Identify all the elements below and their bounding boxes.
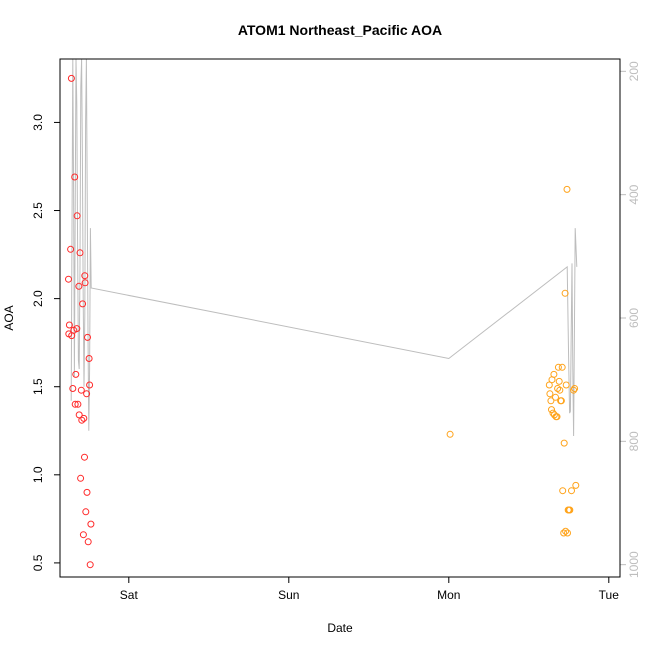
data-point-series1 xyxy=(80,414,88,422)
y-tick-label: 0.5 xyxy=(31,554,45,571)
data-point-series1 xyxy=(87,520,95,528)
data-point-series1 xyxy=(71,173,79,181)
data-point-series2 xyxy=(562,381,570,389)
right-tick-label: 400 xyxy=(627,184,641,204)
plot-frame xyxy=(59,58,621,578)
data-point-series2 xyxy=(552,393,559,401)
x-tick-label: Sun xyxy=(278,588,299,602)
data-point-series2 xyxy=(446,430,454,438)
x-tick-label: Sat xyxy=(120,588,139,602)
data-point-series1 xyxy=(67,74,75,82)
data-point-series1 xyxy=(73,212,81,220)
x-tick-label: Mon xyxy=(437,588,460,602)
data-point-series1 xyxy=(65,321,73,329)
data-point-series1 xyxy=(71,400,79,408)
data-point-series2 xyxy=(556,386,564,394)
data-point-series2 xyxy=(557,397,565,405)
data-point-series1 xyxy=(72,370,80,378)
data-point-series1 xyxy=(77,474,85,482)
data-point-series1 xyxy=(81,453,88,461)
data-point-series2 xyxy=(571,385,579,392)
data-point-series1 xyxy=(82,508,90,516)
data-point-series2 xyxy=(568,487,575,495)
data-point-series1 xyxy=(75,282,83,290)
right-tick-label: 200 xyxy=(627,61,641,81)
right-tick-label: 1000 xyxy=(627,551,641,578)
data-point-series1 xyxy=(86,561,94,569)
data-point-series2 xyxy=(559,487,567,495)
data-point-series2 xyxy=(562,527,570,535)
data-point-series1 xyxy=(65,275,72,283)
data-point-series1 xyxy=(69,385,77,392)
right-tick-label: 600 xyxy=(627,308,641,328)
depth-line-layer xyxy=(70,58,578,437)
data-point-series2 xyxy=(564,529,571,537)
data-point-series2 xyxy=(561,289,569,297)
x-axis-label: Date xyxy=(327,621,353,635)
data-point-series2 xyxy=(547,397,555,405)
data-point-series2 xyxy=(554,385,562,392)
data-point-series2 xyxy=(572,481,580,489)
data-point-series2 xyxy=(548,406,555,414)
data-point-series2 xyxy=(555,377,563,385)
right-tick-label: 800 xyxy=(627,431,641,451)
data-point-series1 xyxy=(76,249,84,257)
y-tick-label: 2.5 xyxy=(31,202,45,219)
data-point-series1 xyxy=(81,279,89,287)
data-point-series1 xyxy=(79,300,87,308)
data-point-series1 xyxy=(85,355,93,362)
data-point-series1 xyxy=(79,531,87,539)
data-point-series1 xyxy=(86,381,94,389)
y-tick-label: 3.0 xyxy=(31,114,45,131)
y-tick-label: 1.5 xyxy=(31,378,45,395)
data-point-series1 xyxy=(83,390,91,398)
data-points-layer xyxy=(65,74,580,569)
x-tick-label: Tue xyxy=(599,588,620,602)
data-point-series2 xyxy=(566,506,574,514)
chart-title: ATOM1 Northeast_Pacific AOA xyxy=(238,22,442,38)
data-point-series1 xyxy=(73,325,81,333)
data-point-series1 xyxy=(84,333,91,341)
data-point-series2 xyxy=(558,363,566,371)
data-point-series2 xyxy=(560,529,568,537)
y-axis-label: AOA xyxy=(2,305,16,330)
data-point-series2 xyxy=(563,185,571,193)
data-point-series2 xyxy=(545,381,553,389)
axes-layer: Sat Sun Mon Tue 0.5 1.0 1.5 2.0 2.5 3.0 200 400 600 8… xyxy=(31,61,641,602)
y-tick-label: 1.0 xyxy=(31,466,45,483)
data-point-series1 xyxy=(84,538,92,546)
data-point-series1 xyxy=(78,416,86,424)
data-point-series1 xyxy=(74,400,82,408)
depth-line xyxy=(70,58,578,437)
data-point-series2 xyxy=(554,363,562,371)
data-point-series1 xyxy=(81,272,89,280)
data-point-series1 xyxy=(77,386,85,394)
data-point-series1 xyxy=(67,245,75,253)
data-point-series2 xyxy=(570,386,578,394)
y-tick-label: 2.0 xyxy=(31,290,45,307)
data-point-series2 xyxy=(550,370,558,378)
data-point-series2 xyxy=(546,390,554,398)
data-point-series2 xyxy=(553,413,561,421)
data-point-series2 xyxy=(560,439,568,447)
data-point-series1 xyxy=(83,488,91,496)
